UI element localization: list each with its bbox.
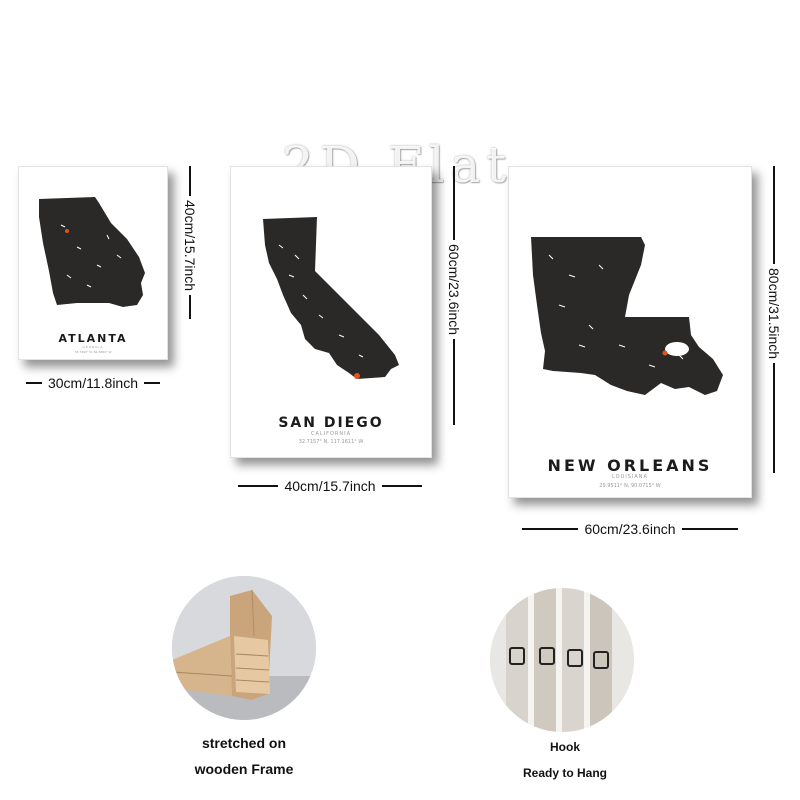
- height-dimension-atlanta: 40cm/15.7inch: [180, 166, 200, 358]
- width-dimension-san-diego: 40cm/15.7inch: [232, 478, 428, 494]
- california-map-icon: [263, 217, 399, 379]
- height-label-san-diego: 60cm/23.6inch: [446, 244, 462, 336]
- frame-caption-line1: stretched on: [201, 735, 286, 751]
- poster-coords-new-orleans: 29.9511° N, 90.0715° W: [599, 483, 661, 489]
- height-label-new-orleans: 80cm/31.5inch: [766, 268, 782, 360]
- poster-coords-san-diego: 32.7157° N, 117.1611° W: [298, 439, 364, 445]
- hook-caption-line2: Ready to Hang: [522, 766, 607, 780]
- frame-caption-line2: wooden Frame: [194, 761, 294, 777]
- height-dimension-new-orleans: 80cm/31.5inch: [764, 166, 784, 500]
- height-label-atlanta: 40cm/15.7inch: [182, 200, 198, 292]
- poster-san-diego: SAN DIEGO CALIFORNIA 32.7157° N, 117.161…: [230, 166, 432, 458]
- hook-caption: Hook Ready to Hang: [490, 734, 640, 786]
- georgia-map-icon: [39, 197, 145, 307]
- width-dimension-new-orleans: 60cm/23.6inch: [510, 521, 750, 537]
- poster-city-atlanta: ATLANTA: [58, 332, 128, 345]
- poster-new-orleans: NEW ORLEANS LOUISIANA 29.9511° N, 90.071…: [508, 166, 752, 498]
- hook-caption-line1: Hook: [550, 740, 580, 754]
- poster-state-new-orleans: LOUISIANA: [612, 474, 648, 480]
- poster-city-san-diego: SAN DIEGO: [278, 415, 384, 431]
- poster-coords-atlanta: 33.7490° N, 84.3880° W: [74, 350, 112, 354]
- width-dimension-atlanta: 30cm/11.8inch: [18, 375, 168, 391]
- width-label-san-diego: 40cm/15.7inch: [284, 478, 376, 494]
- hook-photo: [490, 588, 634, 732]
- poster-city-new-orleans: NEW ORLEANS: [547, 456, 713, 475]
- wooden-frame-photo: [172, 576, 316, 720]
- width-label-new-orleans: 60cm/23.6inch: [584, 521, 676, 537]
- poster-state-atlanta: GEORGIA: [82, 345, 104, 349]
- width-label-atlanta: 30cm/11.8inch: [47, 375, 138, 391]
- louisiana-map-icon: [531, 237, 723, 395]
- frame-caption: stretched on wooden Frame: [172, 730, 316, 782]
- height-dimension-san-diego: 60cm/23.6inch: [444, 166, 464, 456]
- poster-atlanta: ATLANTA GEORGIA 33.7490° N, 84.3880° W: [18, 166, 168, 360]
- poster-state-san-diego: CALIFORNIA: [310, 431, 352, 437]
